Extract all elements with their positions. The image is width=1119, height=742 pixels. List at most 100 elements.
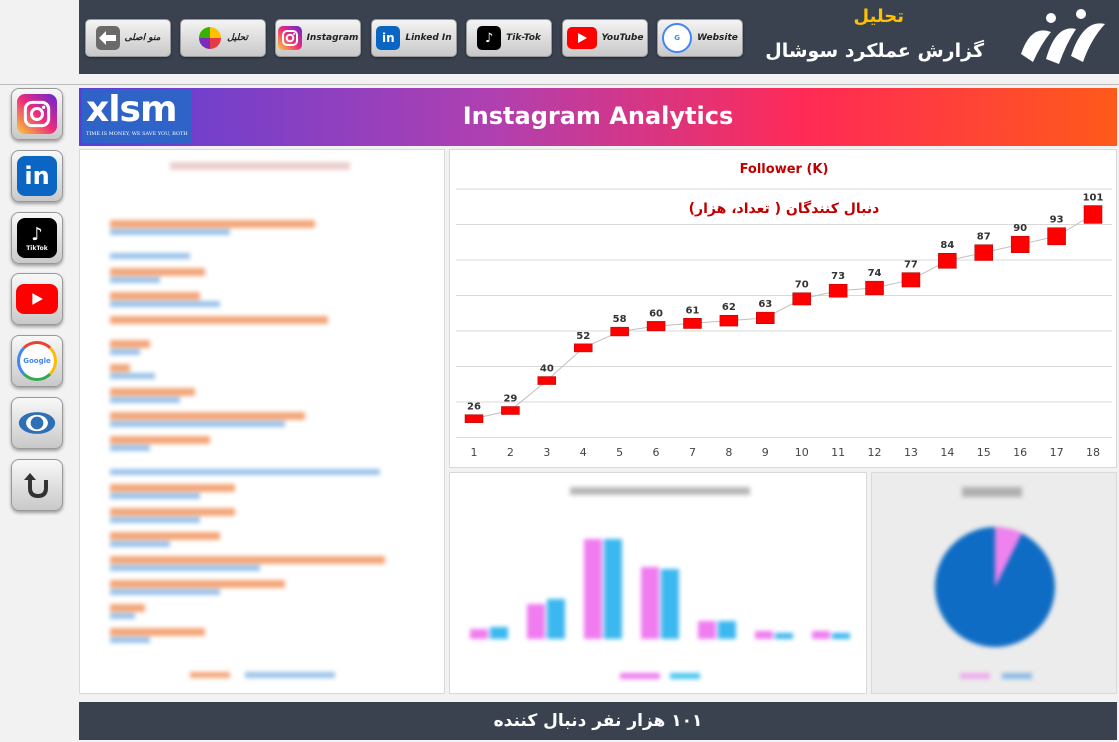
blurred-bar [110, 493, 200, 499]
data-point [865, 280, 884, 296]
blurred-bar [812, 631, 830, 639]
data-point [1083, 205, 1103, 224]
sidebar-youtube-button[interactable] [11, 273, 63, 325]
blurred-bar [110, 604, 145, 612]
nav-instagram-button[interactable]: Instagram [275, 19, 361, 57]
blurred-bar [110, 436, 210, 444]
blurred-bar [110, 580, 285, 588]
tiktok-icon: ♪ TikTok [17, 218, 57, 258]
data-label: 74 [868, 268, 882, 279]
x-tick-label: 11 [831, 446, 845, 459]
blurred-bar [110, 508, 235, 516]
blurred-bar [110, 445, 150, 451]
x-tick-label: 6 [653, 446, 660, 459]
u-turn-icon [17, 465, 57, 505]
data-point [1010, 235, 1030, 253]
instagram-icon [277, 26, 302, 50]
logo-tagline: TIME IS MONEY, WE SAVE YOU, BOTH [86, 131, 188, 137]
sidebar-back-button[interactable] [11, 459, 63, 511]
data-point [646, 321, 666, 332]
header-divider [0, 84, 1119, 85]
data-point [683, 318, 702, 329]
sidebar-tiktok-button[interactable]: ♪ TikTok [11, 212, 63, 264]
data-label: 90 [1013, 223, 1027, 234]
blurred-bar [110, 340, 150, 348]
x-tick-label: 15 [977, 446, 991, 459]
data-label: 70 [795, 280, 809, 291]
blurred-bar [661, 569, 679, 639]
nav-analysis-button[interactable]: تحلیل [180, 19, 266, 57]
blurred-bar [110, 556, 385, 564]
back-arrow-icon [95, 26, 120, 50]
linkedin-icon: in [376, 26, 401, 50]
data-point [537, 376, 557, 385]
blurred-bar [718, 621, 736, 639]
blurred-bar [110, 628, 205, 636]
header-title-main: گزارش عملکرد سوشال [765, 40, 984, 62]
data-label: 61 [686, 305, 700, 316]
top-header: تحلیل گزارش عملکرد سوشال منو اصلی تحلیل … [79, 0, 1119, 74]
x-tick-label: 2 [507, 446, 514, 459]
blurred-bar [490, 627, 508, 639]
pie-chart-icon [198, 26, 222, 50]
blurred-bar [110, 316, 328, 324]
x-tick-label: 14 [940, 446, 954, 459]
x-tick-label: 12 [868, 446, 882, 459]
footer-summary: ۱۰۱ هزار نفر دنبال کننده [79, 702, 1117, 740]
blurred-bar [604, 539, 622, 639]
eye-icon [17, 403, 57, 443]
banner-title: Instagram Analytics [462, 102, 734, 130]
nav-website-button[interactable]: G Website [657, 19, 743, 57]
x-tick-label: 5 [616, 446, 623, 459]
blurred-bar [832, 633, 850, 639]
x-tick-label: 13 [904, 446, 918, 459]
blurred-bar [110, 541, 170, 547]
x-tick-label: 8 [725, 446, 732, 459]
nav-youtube-button[interactable]: YouTube [562, 19, 648, 57]
sidebar-instagram-button[interactable] [11, 88, 63, 140]
header-title-top: تحلیل [853, 6, 905, 27]
data-point [901, 272, 921, 288]
x-tick-label: 17 [1050, 446, 1064, 459]
chart-subtitle: دنبال کنندگان ( تعداد، هزار) [689, 200, 880, 217]
gender-chart-panel [871, 472, 1117, 694]
nav-linkedin-button[interactable]: in Linked In [371, 19, 457, 57]
sidebar-website-button[interactable]: Google [11, 335, 63, 387]
nav-label: Instagram [306, 33, 359, 43]
blurred-bar [110, 220, 315, 228]
blurred-bar [584, 539, 602, 639]
data-point [464, 414, 484, 423]
youtube-icon [16, 284, 58, 314]
data-label: 77 [904, 260, 918, 271]
data-label: 62 [722, 302, 736, 313]
youtube-icon [566, 27, 597, 49]
blurred-bar [110, 268, 205, 276]
blurred-bar [110, 532, 220, 540]
blurred-bar [110, 613, 135, 619]
data-label: 58 [613, 314, 627, 325]
age-chart-panel [449, 472, 867, 694]
data-label: 101 [1083, 193, 1104, 204]
reach-chart-panel [79, 149, 445, 694]
google-icon: Google [17, 341, 57, 381]
x-tick-label: 16 [1013, 446, 1027, 459]
data-point [1047, 227, 1066, 246]
sidebar-view-button[interactable] [11, 397, 63, 449]
nav-label: Website [697, 33, 738, 43]
blurred-bar [110, 637, 150, 643]
blurred-bar [110, 364, 130, 372]
nav-label: Linked In [405, 33, 452, 43]
series-line [473, 214, 1094, 420]
data-label: 52 [576, 331, 590, 342]
blurred-bar [110, 421, 285, 427]
nav-label: منو اصلی [124, 33, 161, 43]
blurred-bar [110, 517, 200, 523]
sidebar-linkedin-button[interactable]: in [11, 150, 63, 202]
blurred-bar [110, 397, 180, 403]
nav-main-menu-button[interactable]: منو اصلی [85, 19, 171, 57]
nav-tiktok-button[interactable]: ♪ Tik-Tok [466, 19, 552, 57]
reach-chart-blurred [110, 162, 385, 678]
x-tick-label: 4 [580, 446, 587, 459]
data-label: 93 [1050, 215, 1064, 226]
blurred-bar [110, 277, 160, 283]
